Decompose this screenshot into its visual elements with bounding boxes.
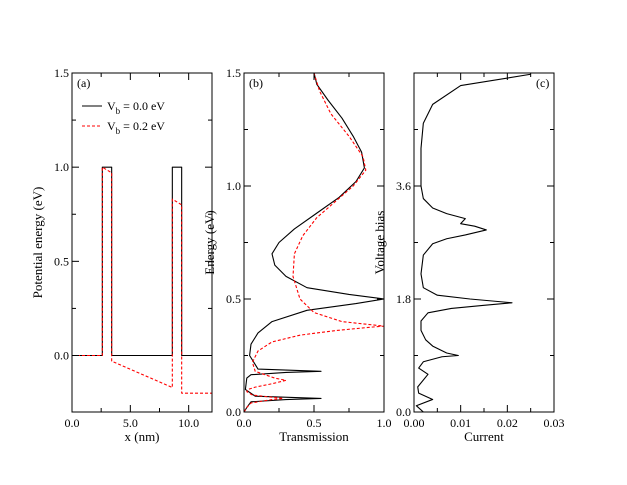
- x-tick-label: 0.0: [65, 416, 80, 430]
- y-tick-label: 0.5: [54, 254, 69, 268]
- y-tick-label: 3.6: [396, 179, 411, 193]
- x-tick-label: 0.03: [544, 416, 565, 430]
- y-axis-label: Voltage bias: [372, 211, 387, 275]
- legend-label-2: Vb = 0.2 eV: [107, 119, 165, 136]
- series-line-1: [415, 73, 531, 412]
- y-tick-label: 1.0: [54, 160, 69, 174]
- series-line-2: [72, 166, 212, 394]
- legend: Vb = 0.0 eV Vb = 0.2 eV: [82, 99, 165, 136]
- x-tick-label: 0.5: [307, 416, 322, 430]
- x-axis-label: Current: [464, 429, 504, 444]
- y-tick-label: 0.0: [226, 405, 241, 419]
- x-axis-label: Transmission: [279, 429, 349, 444]
- y-axis-label: Potential energy (eV): [30, 187, 45, 299]
- panel-label: (a): [77, 76, 90, 90]
- panel-label: (c): [536, 76, 549, 90]
- x-axis-label: x (nm): [124, 429, 159, 444]
- panel-label: (b): [249, 76, 263, 90]
- panels: 0.0 5.0 10.0 0.0 0.5 1.0 1.5 x (nm) Potential en…: [30, 66, 565, 444]
- x-tick-label: 0.01: [450, 416, 471, 430]
- x-tick-label: 0.00: [404, 416, 425, 430]
- y-tick-label: 0.0: [54, 349, 69, 363]
- plot-frame: [71, 72, 213, 413]
- legend-label-1: Vb = 0.0 eV: [107, 99, 165, 116]
- x-tick-label: 5.0: [123, 416, 138, 430]
- y-tick-label: 1.5: [54, 66, 69, 80]
- x-tick-label: 0.0: [237, 416, 252, 430]
- y-tick-label: 0.5: [226, 292, 241, 306]
- y-tick-label: 1.5: [226, 66, 241, 80]
- panel-1: 0.0 5.0 10.0 0.0 0.5 1.0 1.5 x (nm) Potential en…: [30, 66, 213, 444]
- x-tick-label: 1.0: [377, 416, 392, 430]
- y-axis-label: Energy (eV): [202, 210, 217, 274]
- y-tick-label: 1.8: [396, 292, 411, 306]
- panel-3: 0.00 0.01 0.02 0.03 0.0 1.8 3.6 Current Voltage …: [372, 72, 565, 444]
- panel-2: 0.0 0.5 1.0 0.0 0.5 1.0 1.5 Transmission Energy …: [202, 66, 392, 444]
- x-tick-label: 10.0: [178, 416, 199, 430]
- y-tick-label: 1.0: [226, 179, 241, 193]
- y-tick-label: 0.0: [396, 405, 411, 419]
- series-line-2: [244, 73, 384, 412]
- x-tick-label: 0.02: [497, 416, 518, 430]
- series-line-1: [72, 166, 212, 357]
